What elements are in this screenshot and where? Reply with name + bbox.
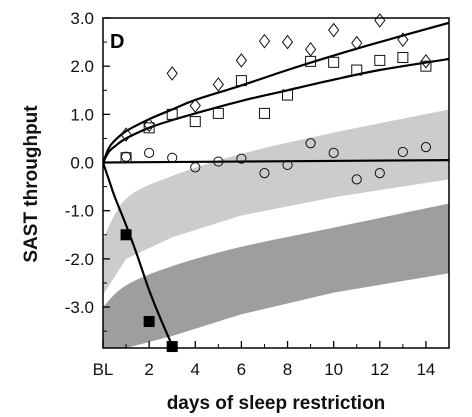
- circle-point: [351, 174, 362, 185]
- circle-point: [397, 146, 408, 158]
- y-tick-label: 0.0: [70, 154, 94, 173]
- plot-frame: [102, 17, 450, 349]
- x-tick-label: 12: [370, 360, 389, 379]
- diamond-point: [351, 35, 363, 51]
- diamond-point: [397, 32, 409, 47]
- shaded-band-1: [103, 109, 449, 295]
- x-axis-label: days of sleep restriction: [167, 393, 386, 414]
- x-tick-label: 6: [237, 360, 246, 379]
- filled-square-point: [143, 316, 155, 328]
- diamond-point: [281, 34, 294, 50]
- diamond-point: [189, 98, 201, 113]
- filled-square-point: [120, 229, 132, 241]
- diamond-point: [328, 22, 340, 38]
- fit-curves: [103, 21, 449, 348]
- circle-point: [305, 138, 316, 149]
- square-point: [212, 107, 224, 119]
- circle-point: [144, 147, 155, 158]
- diamond-point: [374, 13, 386, 28]
- square-point: [258, 107, 270, 119]
- filled-square-fit-curve: [103, 162, 175, 348]
- square-point: [143, 122, 155, 134]
- x-tick-label: 4: [191, 360, 200, 379]
- diamond-point: [235, 53, 248, 68]
- y-axis-label: SAST throughput: [21, 105, 42, 263]
- y-tick-label: -2.0: [65, 250, 94, 269]
- x-tick-label: 8: [283, 360, 292, 379]
- square-point: [397, 52, 409, 64]
- circle-point: [167, 152, 178, 163]
- square-point: [374, 54, 386, 66]
- circle-point: [328, 147, 339, 158]
- diamond-fit-curve: [103, 21, 449, 163]
- circle-point: [213, 156, 224, 167]
- square-point: [420, 60, 432, 72]
- diamond-point: [420, 54, 432, 69]
- square-point: [189, 116, 201, 128]
- x-tick-label: 2: [144, 360, 153, 379]
- shaded-band-2: [103, 203, 449, 348]
- circle-point: [259, 168, 270, 179]
- square-point: [351, 64, 363, 76]
- circle-point: [120, 151, 132, 162]
- circle-point: [190, 162, 201, 173]
- y-tick-label: 1.0: [70, 105, 94, 124]
- x-tick-label: 14: [416, 360, 435, 379]
- diamond-point: [166, 66, 178, 81]
- x-tick-label: 10: [324, 360, 343, 379]
- circle-point: [282, 159, 293, 171]
- square-point: [235, 75, 247, 87]
- x-tick-label: BL: [93, 360, 114, 379]
- y-tick-label: 2.0: [70, 57, 94, 76]
- square-point: [166, 108, 178, 120]
- square-point: [328, 56, 340, 68]
- axis-ticks: BL 2 4 6 8 10 12 14 3.0 2.0 1.0 0.0 -1.0 -2.0 -3.0: [65, 9, 450, 379]
- square-fit-curve: [103, 57, 449, 164]
- circle-fit-curve: [103, 159, 449, 164]
- y-tick-label: 3.0: [70, 9, 94, 28]
- y-tick-label: -1.0: [65, 202, 94, 221]
- diamond-point: [258, 33, 271, 49]
- diamond-point: [120, 127, 132, 142]
- panel-label: D: [110, 31, 124, 53]
- confidence-bands: [103, 109, 449, 348]
- diamond-point: [304, 41, 317, 57]
- circle-point: [236, 153, 247, 164]
- diamond-point: [212, 77, 224, 92]
- square-point: [305, 55, 317, 67]
- square-point: [282, 89, 294, 101]
- circle-point: [420, 142, 432, 153]
- circle-point: [374, 168, 385, 179]
- y-tick-label: -3.0: [65, 298, 94, 317]
